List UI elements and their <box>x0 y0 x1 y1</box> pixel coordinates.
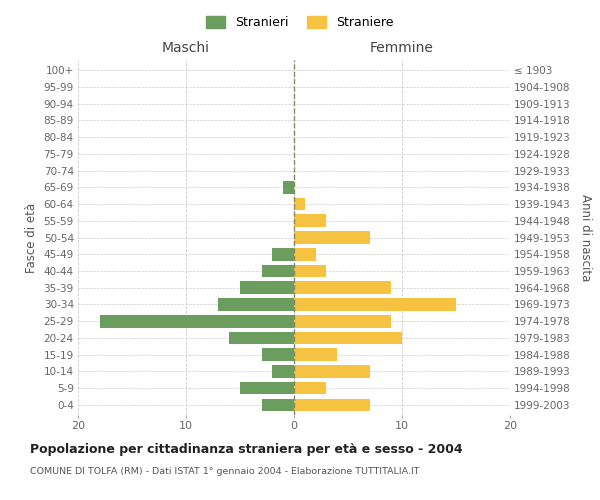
Bar <box>294 231 370 244</box>
Bar <box>294 264 326 278</box>
Bar <box>294 382 326 394</box>
Text: COMUNE DI TOLFA (RM) - Dati ISTAT 1° gennaio 2004 - Elaborazione TUTTITALIA.IT: COMUNE DI TOLFA (RM) - Dati ISTAT 1° gen… <box>30 468 419 476</box>
Bar <box>294 282 391 294</box>
Bar <box>262 348 294 361</box>
Bar <box>262 398 294 411</box>
Bar <box>294 198 305 210</box>
Bar <box>240 282 294 294</box>
Bar <box>294 348 337 361</box>
Bar <box>262 264 294 278</box>
Y-axis label: Fasce di età: Fasce di età <box>25 202 38 272</box>
Bar <box>294 365 370 378</box>
Bar <box>100 315 294 328</box>
Text: Maschi: Maschi <box>162 41 210 55</box>
Legend: Stranieri, Straniere: Stranieri, Straniere <box>202 11 398 34</box>
Bar <box>272 365 294 378</box>
Bar <box>294 332 402 344</box>
Bar <box>240 382 294 394</box>
Bar <box>294 398 370 411</box>
Bar <box>294 248 316 260</box>
Bar <box>218 298 294 311</box>
Text: Popolazione per cittadinanza straniera per età e sesso - 2004: Popolazione per cittadinanza straniera p… <box>30 442 463 456</box>
Bar <box>294 298 456 311</box>
Bar <box>294 315 391 328</box>
Bar <box>294 214 326 227</box>
Y-axis label: Anni di nascita: Anni di nascita <box>579 194 592 281</box>
Bar <box>272 248 294 260</box>
Text: Femmine: Femmine <box>370 41 434 55</box>
Bar <box>283 181 294 194</box>
Bar <box>229 332 294 344</box>
